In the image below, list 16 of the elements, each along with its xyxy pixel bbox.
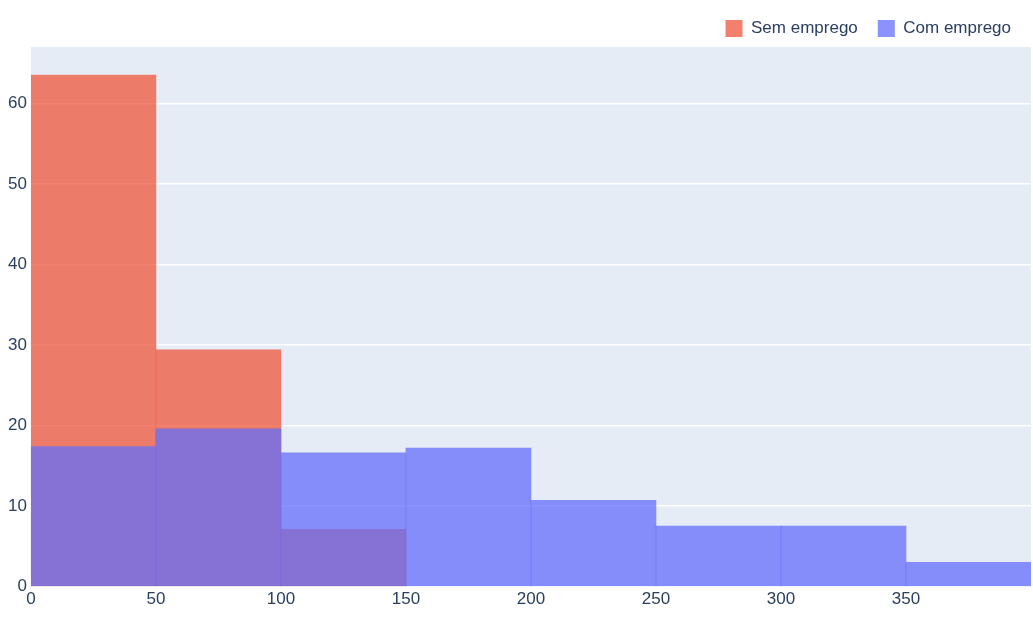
x-tick-label: 50 — [146, 589, 166, 609]
x-tick-label: 300 — [766, 589, 796, 609]
x-tick-label: 350 — [891, 589, 921, 609]
x-tick-label: 100 — [266, 589, 296, 609]
y-tick-label: 20 — [7, 415, 27, 435]
y-tick-label: 50 — [7, 173, 27, 193]
legend-label: Sem emprego — [751, 18, 858, 38]
y-tick-label: 10 — [7, 495, 27, 515]
y-tick-label: 60 — [7, 93, 27, 113]
x-tick-label: 150 — [391, 589, 421, 609]
legend-label: Com emprego — [903, 18, 1012, 38]
y-tick-label: 30 — [7, 334, 27, 354]
x-tick-label: 250 — [641, 589, 671, 609]
y-tick-label: 40 — [7, 254, 27, 274]
y-tick-label: 0 — [17, 576, 27, 596]
x-tick-label: 200 — [516, 589, 546, 609]
